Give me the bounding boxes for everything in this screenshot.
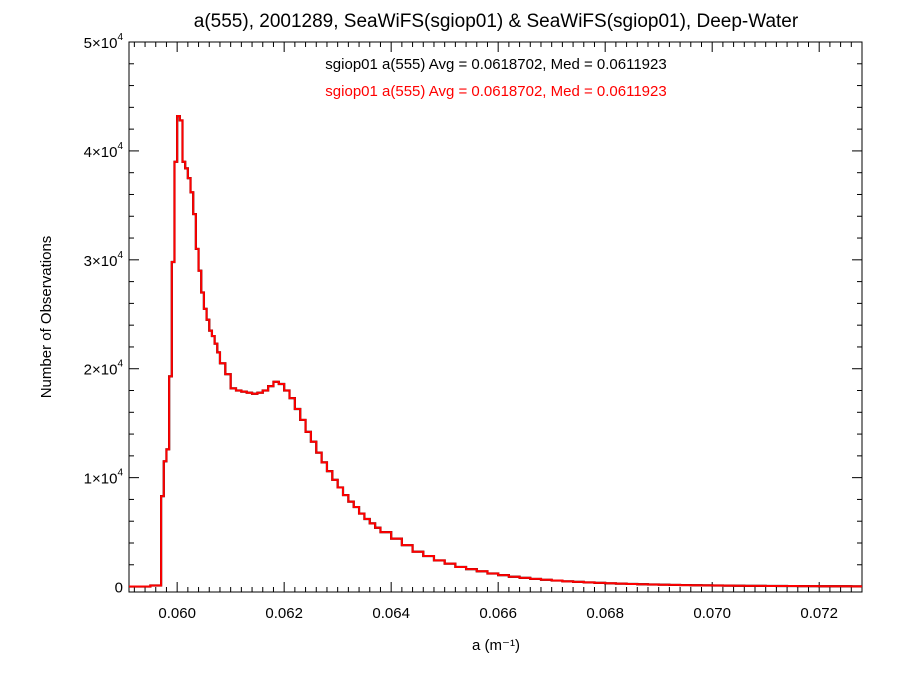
x-axis-label: a (m⁻¹) — [472, 637, 520, 654]
x-tick-label: 0.060 — [158, 605, 196, 622]
y-tick-label: 3×104 — [84, 250, 124, 270]
x-axis: 0.060 0.062 0.064 0.066 0.068 0.070 0.072 — [133, 42, 852, 622]
x-tick-label: 0.066 — [479, 605, 517, 622]
y-tick-label: 0 — [115, 580, 123, 597]
y-tick-exponent: 4 — [117, 250, 123, 261]
y-tick-mantissa: 4×10 — [84, 144, 118, 161]
y-tick-label: 1×104 — [84, 468, 124, 488]
y-tick-mantissa: 1×10 — [84, 471, 118, 488]
annotation-red: sgiop01 a(555) Avg = 0.0618702, Med = 0.… — [325, 83, 666, 100]
x-tick-label: 0.070 — [693, 605, 731, 622]
histogram-line-black — [129, 114, 862, 588]
y-tick-label: 4×104 — [84, 141, 124, 161]
y-tick-exponent: 4 — [117, 32, 123, 43]
y-tick-mantissa: 0 — [115, 580, 123, 597]
x-tick-label: 0.062 — [265, 605, 303, 622]
chart-title: a(555), 2001289, SeaWiFS(sgiop01) & SeaW… — [194, 11, 799, 32]
y-tick-exponent: 4 — [117, 359, 123, 370]
y-tick-mantissa: 5×10 — [84, 35, 118, 52]
y-tick-exponent: 4 — [117, 141, 123, 152]
y-tick-label: 2×104 — [84, 359, 124, 379]
y-tick-exponent: 4 — [117, 468, 123, 479]
y-tick-label: 5×104 — [84, 32, 124, 52]
x-tick-label: 0.072 — [800, 605, 838, 622]
annotation-black: sgiop01 a(555) Avg = 0.0618702, Med = 0.… — [325, 56, 666, 73]
series-layer — [129, 114, 862, 588]
y-tick-mantissa: 3×10 — [84, 253, 118, 270]
x-tick-label: 0.068 — [586, 605, 624, 622]
histogram-line-red — [129, 115, 862, 588]
x-tick-label: 0.064 — [372, 605, 410, 622]
y-axis-label: Number of Observations — [38, 236, 55, 399]
y-tick-mantissa: 2×10 — [84, 362, 118, 379]
plot-frame — [128, 41, 863, 593]
